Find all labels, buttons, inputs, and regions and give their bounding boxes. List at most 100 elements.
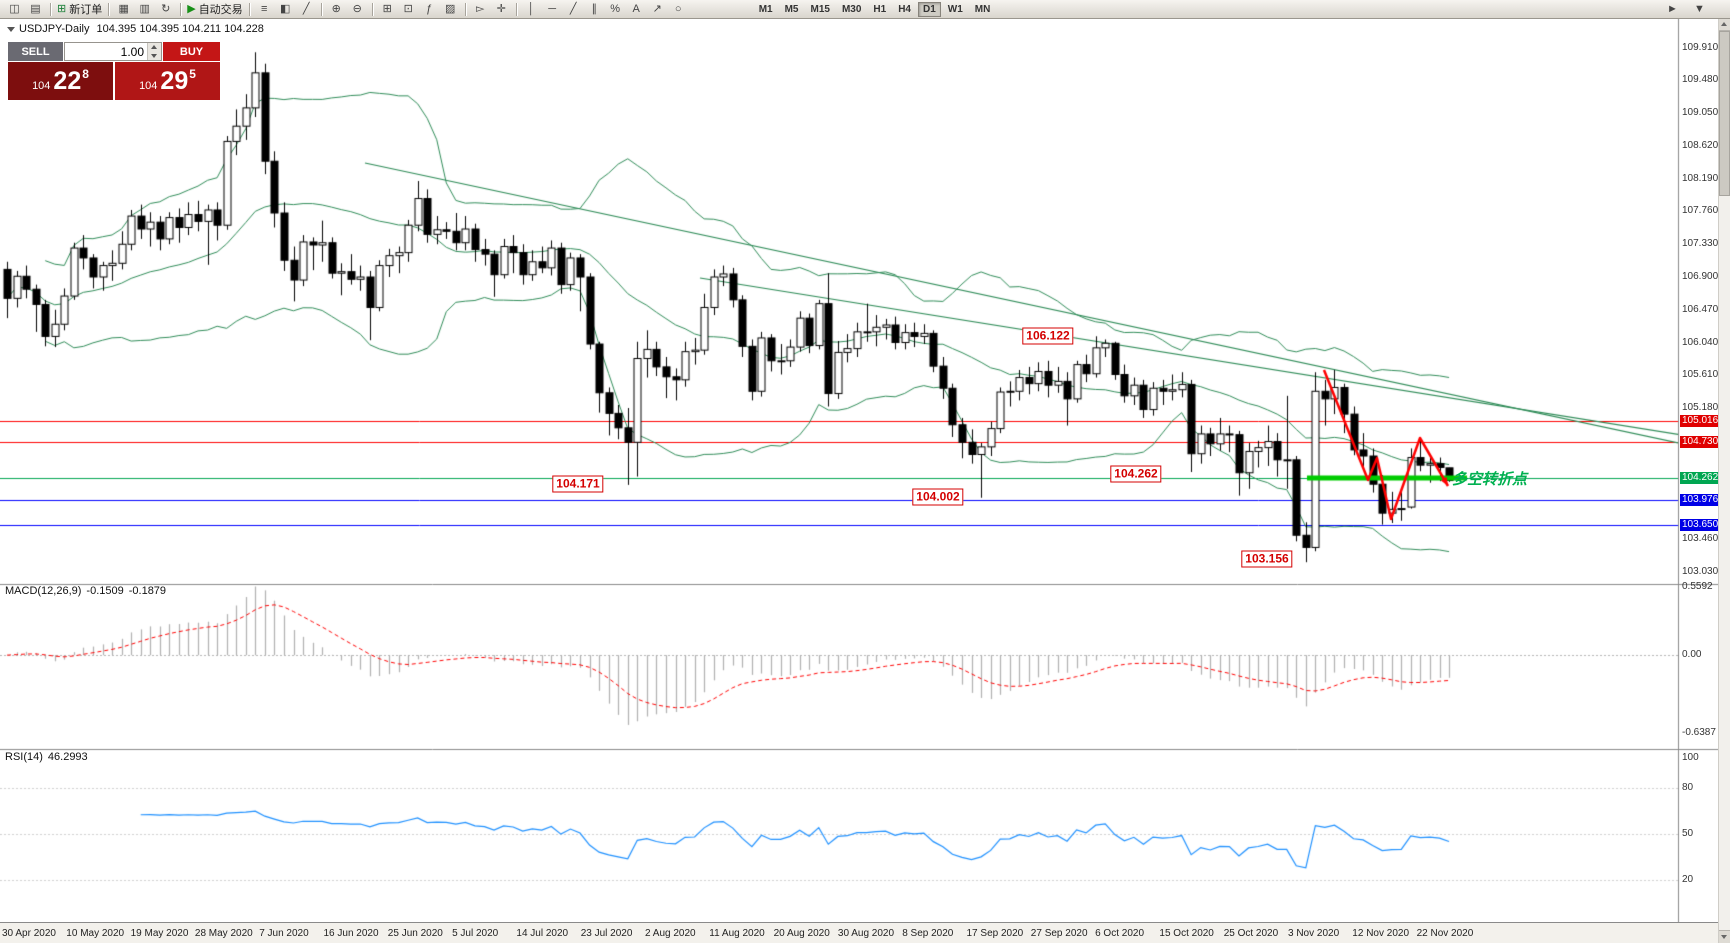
scrollbar-thumb[interactable]: [1719, 31, 1730, 196]
date-label[interactable]: 28 May 2020: [194, 928, 253, 939]
indicators-icon[interactable]: ƒ: [419, 1, 440, 17]
buy-button[interactable]: BUY: [163, 42, 220, 61]
timeframe-w1[interactable]: W1: [947, 3, 963, 15]
chart-shift-icon[interactable]: ▼: [1694, 3, 1705, 15]
sell-price-prefix: 104: [32, 80, 51, 92]
volume-increase-icon[interactable]: [148, 43, 161, 52]
new-chart-icon[interactable]: ⊡: [398, 1, 419, 17]
timeframe-d1[interactable]: D1: [918, 1, 941, 17]
toolbar-separator: [320, 2, 322, 16]
buy-price-button[interactable]: 104 29 5: [115, 62, 220, 100]
toolbar-separator: [248, 2, 250, 16]
auto-scroll-icon[interactable]: ►: [1667, 3, 1678, 15]
new-order-button[interactable]: ⊞ 新订单: [55, 1, 104, 17]
timeframe-mn[interactable]: MN: [974, 3, 991, 15]
date-label[interactable]: 20 Aug 2020: [773, 928, 830, 939]
autotrading-button[interactable]: ▶ 自动交易: [185, 1, 244, 17]
candles-style-icon[interactable]: ◧: [275, 1, 296, 17]
volume-input[interactable]: [65, 43, 147, 60]
date-label[interactable]: 12 Nov 2020: [1352, 928, 1410, 939]
sell-button[interactable]: SELL: [8, 42, 63, 61]
text-icon: A: [632, 2, 640, 15]
toolbar-right-group: ► ▼: [1662, 1, 1726, 17]
charts-icon[interactable]: ▦: [113, 1, 134, 17]
date-label[interactable]: 5 Jul 2020: [452, 928, 499, 939]
zoom-in-icon[interactable]: ⊕: [326, 1, 347, 17]
toolbar-separator: [50, 2, 51, 16]
date-label[interactable]: 15 Oct 2020: [1159, 928, 1214, 939]
charts-icon: ▦: [118, 2, 129, 15]
date-label[interactable]: 8 Sep 2020: [902, 928, 954, 939]
date-label[interactable]: 10 May 2020: [66, 928, 125, 939]
templates-icon: ▨: [444, 2, 456, 15]
line-style-icon: ╱: [302, 2, 310, 15]
date-label[interactable]: 25 Oct 2020: [1223, 928, 1279, 939]
symbols-icon[interactable]: ◫: [4, 1, 25, 17]
date-label[interactable]: 17 Sep 2020: [966, 928, 1024, 939]
crosshair-icon[interactable]: ✛: [491, 1, 512, 17]
horizontal-line-icon: ─: [548, 2, 557, 15]
date-label[interactable]: 7 Jun 2020: [259, 928, 309, 939]
shapes-icon[interactable]: ○: [668, 1, 689, 17]
date-label[interactable]: 30 Aug 2020: [837, 928, 895, 939]
toolbar-separator: [464, 2, 466, 16]
volume-decrease-icon[interactable]: [148, 51, 161, 60]
fibonacci-icon[interactable]: %: [605, 1, 626, 17]
new-order-button-icon: ⊞: [57, 2, 67, 15]
date-label[interactable]: 2 Aug 2020: [645, 928, 696, 939]
line-style-icon[interactable]: ╱: [296, 1, 317, 17]
trendline-icon[interactable]: ╱: [563, 1, 584, 17]
price-chart-canvas[interactable]: [0, 18, 1730, 922]
toolbar-left-group: ◫ ▤ ⊞ 新订单 ▦ ▥ ↻ ▶ 自动交易 ≡ ◧ ╱ ⊕ ⊖ ⊞ ⊡ ƒ ▨ ▻ ✛ │ ─ ╱ ∥% A ↗ ○: [4, 1, 689, 17]
date-label[interactable]: 22 Nov 2020: [1416, 928, 1474, 939]
date-label[interactable]: 19 May 2020: [130, 928, 189, 939]
zoom-in-icon: ⊕: [331, 2, 341, 15]
cursor-icon[interactable]: ▻: [470, 1, 491, 17]
date-label[interactable]: 3 Nov 2020: [1288, 928, 1340, 939]
autotrading-button-label: 自动交易: [198, 4, 243, 16]
templates-icon[interactable]: ▨: [440, 1, 461, 17]
channel-icon[interactable]: ∥: [584, 1, 605, 17]
profile-icon: ▤: [30, 2, 41, 15]
volume-field: [64, 42, 162, 61]
text-icon[interactable]: A: [626, 1, 647, 17]
crosshair-icon: ✛: [496, 2, 506, 15]
buy-price-pip: 5: [189, 67, 196, 81]
bars-style-icon[interactable]: ≡: [254, 1, 275, 17]
timeframe-h4[interactable]: H4: [898, 3, 911, 15]
vertical-scrollbar[interactable]: [1718, 18, 1730, 943]
cursor-icon: ▻: [475, 2, 485, 15]
date-label[interactable]: 14 Jul 2020: [516, 928, 569, 939]
tile-windows-icon[interactable]: ⊞: [377, 1, 398, 17]
sell-price-main: 22: [53, 66, 82, 95]
indicators-icon: ƒ: [426, 2, 433, 15]
date-label[interactable]: 30 Apr 2020: [2, 928, 56, 939]
date-label[interactable]: 6 Oct 2020: [1095, 928, 1145, 939]
one-click-trading-panel: SELL BUY 104 22 8 104 29 5: [8, 42, 220, 100]
candles-style-icon: ◧: [279, 2, 291, 15]
date-label[interactable]: 23 Jul 2020: [580, 928, 633, 939]
date-label[interactable]: 16 Jun 2020: [323, 928, 379, 939]
timeframe-m30[interactable]: M30: [841, 3, 862, 15]
vertical-line-icon[interactable]: │: [521, 1, 542, 17]
timeframe-m5[interactable]: M5: [784, 3, 799, 15]
horizontal-line-icon[interactable]: ─: [542, 1, 563, 17]
refresh-icon[interactable]: ↻: [155, 1, 176, 17]
date-label[interactable]: 11 Aug 2020: [709, 928, 765, 939]
market-watch-icon[interactable]: ▥: [134, 1, 155, 17]
zoom-out-icon[interactable]: ⊖: [347, 1, 368, 17]
date-label[interactable]: 25 Jun 2020: [387, 928, 443, 939]
scroll-down-icon[interactable]: [1719, 930, 1730, 943]
date-label[interactable]: 27 Sep 2020: [1030, 928, 1088, 939]
timeframe-h1[interactable]: H1: [873, 3, 887, 15]
scroll-up-icon[interactable]: [1719, 18, 1730, 31]
tile-windows-icon: ⊞: [382, 2, 392, 15]
time-axis[interactable]: 30 Apr 2020 10 May 2020 19 May 2020 28 May …: [0, 922, 1719, 943]
buy-price-prefix: 104: [139, 80, 158, 92]
arrow-icon[interactable]: ↗: [647, 1, 668, 17]
new-order-button-label: 新订单: [69, 4, 103, 16]
profile-icon[interactable]: ▤: [25, 1, 46, 17]
sell-price-button[interactable]: 104 22 8: [8, 62, 113, 100]
timeframe-m15[interactable]: M15: [810, 3, 830, 15]
timeframe-m1[interactable]: M1: [758, 3, 773, 15]
